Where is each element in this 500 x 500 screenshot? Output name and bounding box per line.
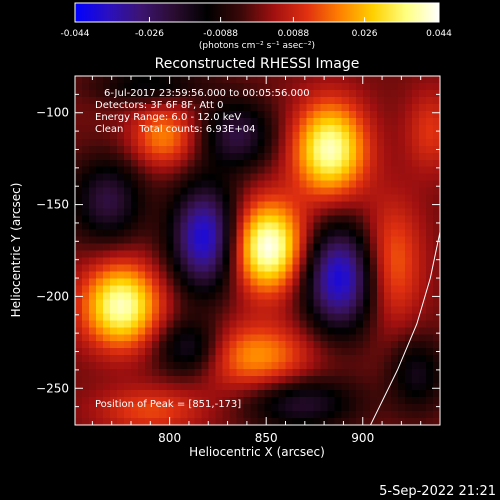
- colorbar-tick-label: -0.044: [60, 29, 89, 39]
- x-tick-label: 900: [351, 431, 374, 445]
- annotation-time-range: 6-Jul-2017 23:59:56.000 to 00:05:56.000: [104, 88, 310, 99]
- colorbar-frame: [74, 2, 440, 23]
- colorbar-tick-label: -0.026: [135, 29, 164, 39]
- colorbar-gradient: [75, 3, 439, 22]
- heatmap-image: [75, 76, 440, 425]
- y-tick-label: −250: [36, 381, 69, 395]
- annotations: 6-Jul-2017 23:59:56.000 to 00:05:56.000 …: [95, 88, 310, 410]
- colorbar-tick-label: -0.0088: [203, 29, 238, 39]
- y-tick-label: −200: [36, 289, 69, 303]
- annotation-energy-range: Energy Range: 6.0 - 12.0 keV: [95, 112, 241, 123]
- y-tick-label: −150: [36, 198, 69, 212]
- y-tick-label: −100: [36, 106, 69, 120]
- annotation-peak-position: Position of Peak = [851,-173]: [95, 399, 241, 410]
- y-axis-title: Heliocentric Y (arcsec): [9, 183, 23, 318]
- heatmap-raster: [75, 76, 440, 425]
- x-axis: 800 850 900: [91, 76, 441, 445]
- colorbar-unit-label: (photons cm⁻² s⁻¹ asec⁻²): [199, 41, 315, 51]
- plot-frame: [74, 75, 441, 426]
- colorbar-tick-label: 0.026: [352, 29, 378, 39]
- solar-limb-line: [370, 229, 440, 425]
- y-axis: −100 −150 −200 −250: [36, 75, 440, 426]
- colorbar-ticks: -0.044 -0.026 -0.0088 0.0088 0.026 0.044: [60, 17, 452, 39]
- chart-title: Reconstructed RHESSI Image: [155, 56, 360, 72]
- x-axis-title: Heliocentric X (arcsec): [189, 445, 325, 459]
- colorbar-tick-label: 0.0088: [278, 29, 310, 39]
- colorbar: -0.044 -0.026 -0.0088 0.0088 0.026 0.044 (pho…: [60, 2, 452, 51]
- annotation-detectors: Detectors: 3F 6F 8F, Att 0: [95, 100, 223, 111]
- x-tick-label: 800: [158, 431, 181, 445]
- x-tick-label: 850: [255, 431, 278, 445]
- colorbar-tick-label: 0.044: [426, 29, 452, 39]
- footer-timestamp: 5-Sep-2022 21:21: [379, 484, 496, 499]
- annotation-clean-counts: Clean Total counts: 6.93E+04: [95, 124, 255, 135]
